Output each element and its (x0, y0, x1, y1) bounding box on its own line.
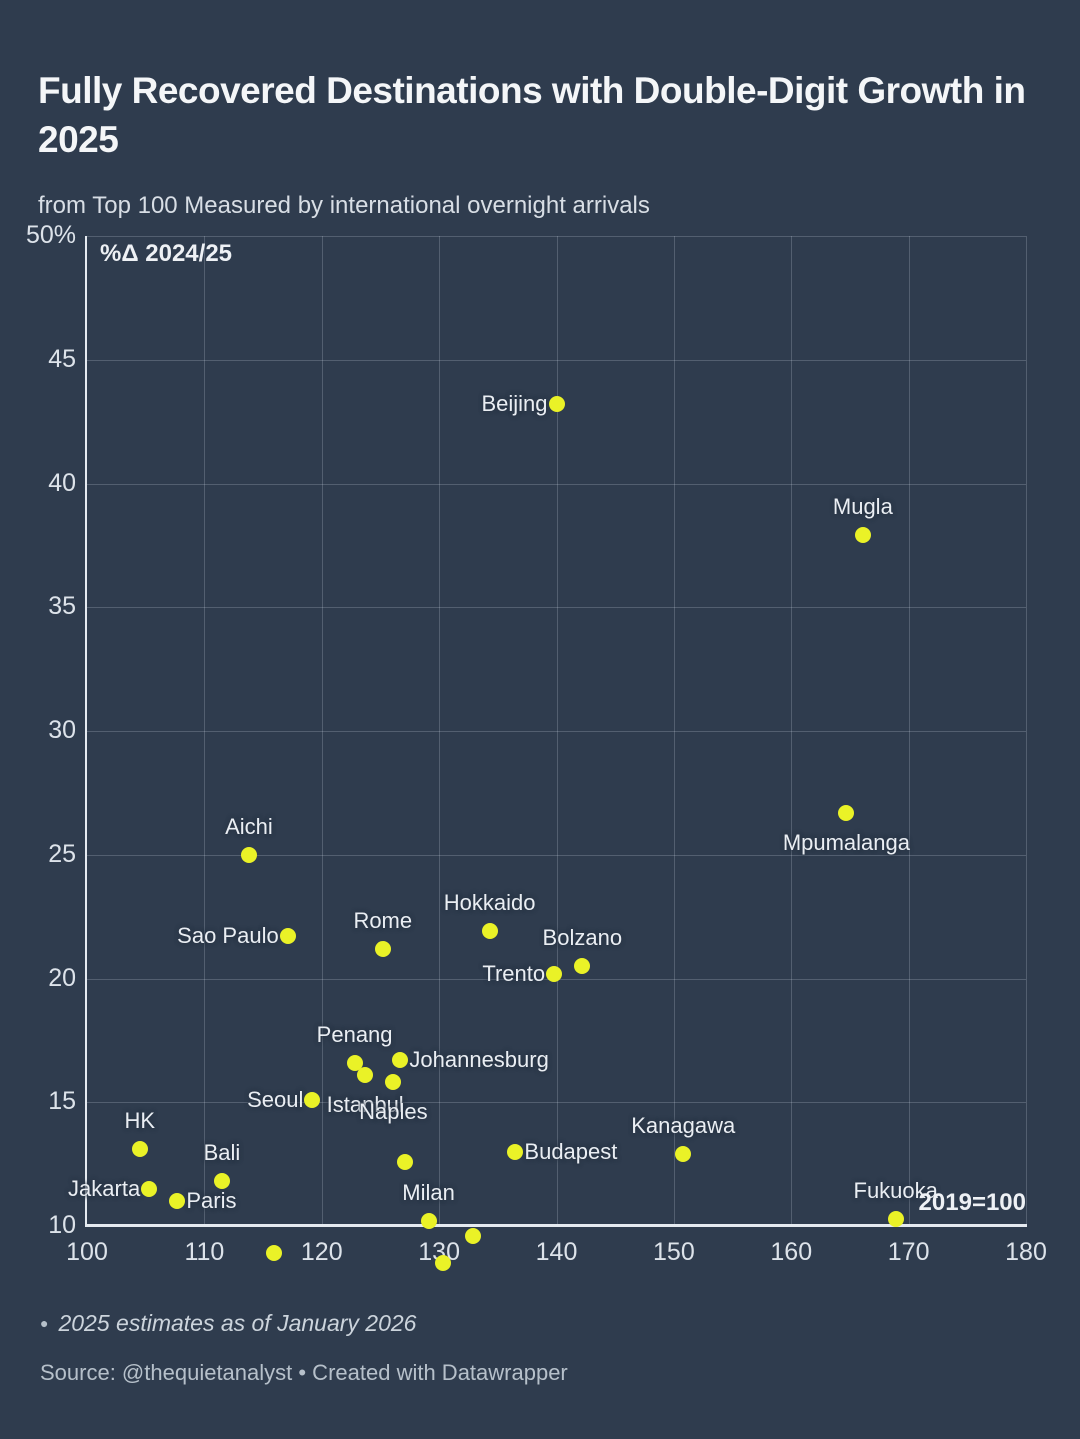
chart-title: Fully Recovered Destinations with Double… (38, 69, 1026, 160)
y-tick-label: 10 (48, 1211, 76, 1239)
y-tick-label: 20 (48, 963, 76, 992)
point-label-budapest: Budapest (524, 1138, 618, 1164)
point-istanbul[interactable] (357, 1067, 374, 1084)
point-seoul[interactable] (304, 1091, 321, 1108)
point-label-milan: Milan (402, 1180, 455, 1206)
x-tick-label: 140 (535, 1238, 578, 1266)
gridline-horizontal (87, 359, 1026, 361)
gridline-vertical (791, 236, 793, 1226)
gridline-vertical (556, 236, 558, 1226)
y-tick-label: 15 (48, 1087, 76, 1116)
point-label-fukuoka: Fukuoka (853, 1177, 938, 1203)
x-tick-label: 180 (1005, 1238, 1047, 1266)
x-tick-label: 100 (66, 1238, 108, 1266)
point-paris[interactable] (169, 1193, 186, 1210)
gridline-vertical (439, 236, 441, 1226)
point-mugla[interactable] (854, 527, 871, 544)
gridline-vertical (673, 236, 675, 1226)
gridline-horizontal (87, 731, 1026, 732)
point-label-paris: Paris (186, 1188, 237, 1214)
point-label-naples: Naples (359, 1099, 428, 1125)
point-label-beijing: Beijing (481, 391, 548, 417)
point-milan[interactable] (420, 1213, 437, 1230)
point-beijing[interactable] (548, 396, 565, 413)
point-label-istanbul: Istanbul (326, 1092, 404, 1118)
x-axis-line (85, 1224, 1027, 1227)
point-label-hokkaido: Hokkaido (443, 890, 536, 916)
point-label-jakarta: Jakarta (68, 1175, 141, 1201)
point-label-mugla: Mugla (832, 494, 893, 520)
point-fukuoka[interactable] (887, 1210, 904, 1227)
y-tick-label: 25 (48, 839, 76, 868)
gridline-horizontal (87, 483, 1026, 485)
point-sao-paulo[interactable] (279, 928, 296, 945)
point-bali[interactable] (213, 1173, 230, 1190)
footnote-text: 2025 estimates as of January 2026 (58, 1310, 417, 1336)
chart-subtitle: from Top 100 Measured by international o… (38, 192, 650, 219)
point-label-johannesburg: Johannesburg (409, 1047, 549, 1073)
point-bolzano[interactable] (574, 958, 591, 975)
point-label-kanagawa: Kanagawa (631, 1113, 736, 1139)
point-label-penang: Penang (316, 1021, 393, 1047)
gridline-vertical (204, 236, 206, 1226)
gridline-vertical (908, 236, 910, 1226)
point-label-bolzano: Bolzano (542, 925, 623, 951)
x-tick-label: 150 (653, 1238, 695, 1266)
point-label-hk: HK (124, 1108, 156, 1134)
point-label-trento: Trento (482, 960, 546, 986)
point-kanagawa[interactable] (675, 1146, 692, 1163)
y-tick-label: 35 (48, 592, 76, 621)
point-label-bali: Bali (203, 1140, 241, 1166)
point-naples[interactable] (385, 1074, 402, 1091)
point-hk[interactable] (131, 1141, 148, 1158)
x-axis-title: 2019=100 (918, 1189, 1026, 1216)
point-label-mpumalanga: Mpumalanga (782, 829, 910, 855)
point-aichi[interactable] (240, 846, 257, 863)
y-tick-label: 40 (48, 468, 76, 497)
scatter-plot-points: Beijing Mugla Mpumalanga Aichi Sao Paulo Rome… (68, 391, 938, 1272)
y-tick-label: 45 (48, 344, 76, 373)
point-hokkaido[interactable] (481, 923, 498, 940)
point-mpumalanga[interactable] (838, 804, 855, 821)
footnote-bullet-icon: ● (40, 1315, 49, 1331)
x-tick-label: 110 (184, 1238, 225, 1266)
point-johannesburg[interactable] (392, 1052, 409, 1069)
point-jakarta[interactable] (141, 1180, 158, 1197)
point-unlabeled-3[interactable] (465, 1227, 482, 1244)
point-rome[interactable] (374, 940, 391, 957)
gridline-vertical (321, 236, 323, 1226)
point-trento[interactable] (546, 965, 563, 982)
gridline-horizontal (87, 607, 1026, 609)
footnote: ● 2025 estimates as of January 2026 (40, 1310, 416, 1337)
x-tick-label: 120 (300, 1238, 343, 1266)
point-unlabeled-1[interactable] (397, 1153, 414, 1170)
y-axis-title: %Δ 2024/25 (100, 240, 233, 267)
x-tick-label: 170 (887, 1238, 930, 1266)
point-unlabeled-2[interactable] (265, 1245, 282, 1262)
y-tick-label: 30 (48, 716, 76, 744)
gridline-horizontal (87, 236, 1026, 237)
point-label-aichi: Aichi (225, 813, 273, 839)
point-budapest[interactable] (507, 1143, 524, 1160)
y-axis-line (85, 236, 87, 1227)
point-label-seoul: Seoul (247, 1086, 304, 1112)
point-label-sao-paulo: Sao Paulo (177, 923, 279, 949)
point-unlabeled-4[interactable] (434, 1255, 451, 1272)
x-tick-label: 160 (770, 1238, 813, 1266)
point-label-rome: Rome (353, 907, 413, 933)
gridline-horizontal (87, 1102, 1026, 1104)
source-line: Source: @thequietanalyst • Created with … (40, 1360, 568, 1385)
point-penang[interactable] (346, 1054, 363, 1071)
gridline-vertical (1026, 236, 1027, 1226)
y-tick-label: 50% (25, 221, 76, 249)
gridline-horizontal (87, 854, 1026, 856)
